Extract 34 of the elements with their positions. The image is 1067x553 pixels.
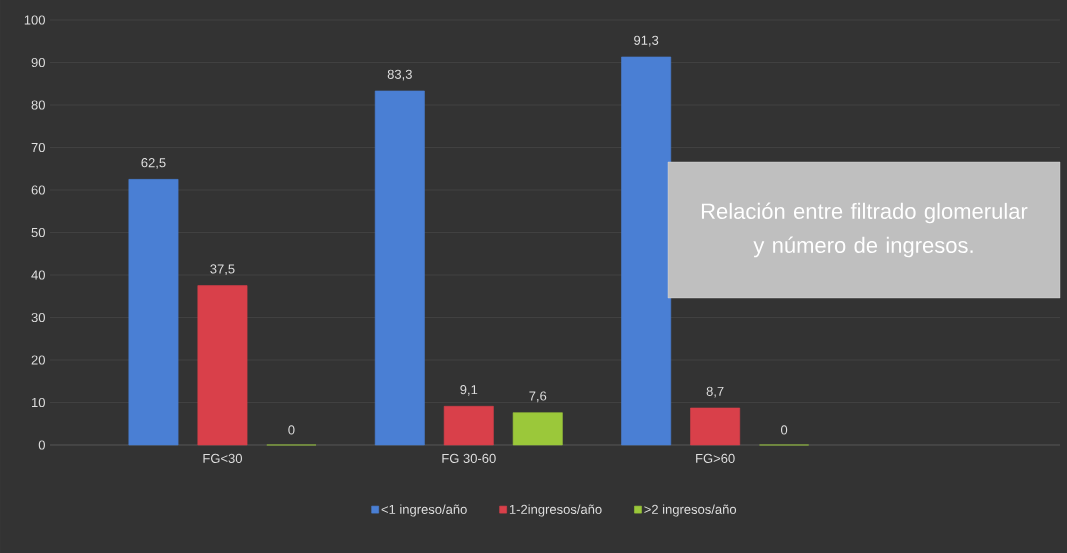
y-tick-label: 80 [31, 100, 45, 110]
data-label: 37,5 [210, 264, 235, 276]
bar [512, 412, 563, 446]
bar [690, 407, 741, 446]
data-label: 0 [288, 425, 295, 435]
bar [128, 179, 179, 446]
y-tick-label: 60 [31, 185, 45, 195]
y-tick-label: 0 [38, 440, 45, 450]
bar [374, 90, 425, 446]
data-label: 8,7 [706, 386, 724, 398]
data-label: 83,3 [387, 69, 412, 81]
data-label: 7,6 [529, 391, 547, 403]
y-tick-label: 100 [24, 15, 45, 25]
data-label: 91,3 [634, 35, 659, 47]
y-tick-label: 20 [31, 355, 45, 365]
x-tick-label: FG>60 [696, 453, 735, 463]
data-label: 0 [780, 425, 788, 435]
bar [197, 285, 248, 446]
y-tick-label: 70 [31, 142, 45, 153]
data-label: 62,5 [141, 158, 166, 169]
x-tick-label: FG 30-60 [442, 453, 496, 463]
y-tick-label: 50 [31, 227, 45, 238]
y-tick-label: 10 [32, 397, 45, 408]
legend-label: <1 ingreso/año [381, 504, 467, 517]
x-tick-label: FG<30 [203, 453, 242, 463]
y-tick-label: 90 [31, 57, 45, 68]
legend-label: >2 ingresos/año [644, 504, 737, 517]
bar [621, 56, 672, 446]
y-tick-label: 40 [31, 270, 45, 280]
legend-label: 1-2ingresos/año [509, 504, 602, 517]
y-tick-label: 30 [31, 312, 45, 323]
bar [443, 406, 494, 446]
text: Relación entre filtrado glomerular y número de ingresos. [701, 202, 1028, 258]
data-label: 9,1 [460, 385, 478, 396]
